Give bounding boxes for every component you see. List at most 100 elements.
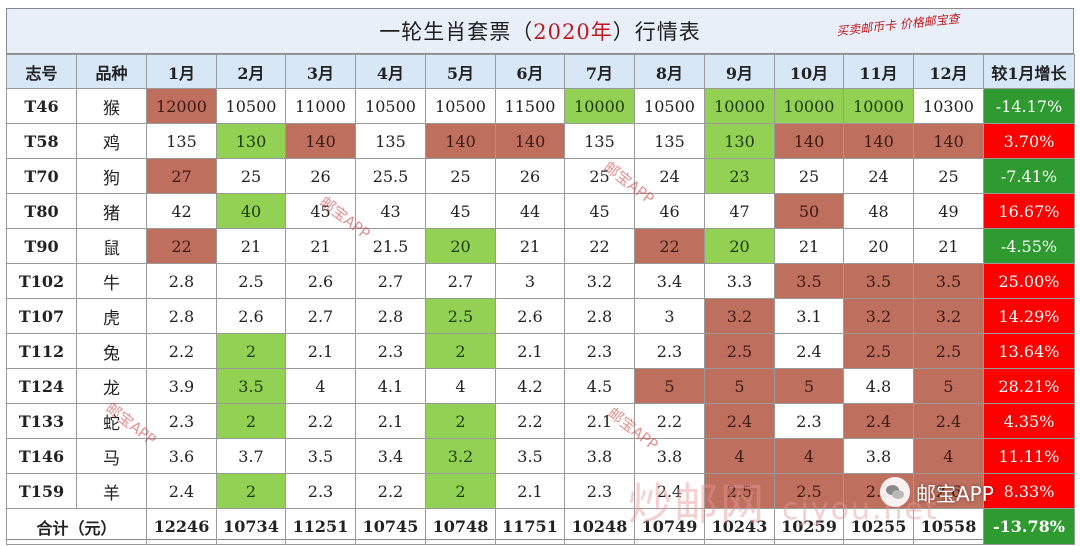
stamp-code: T146 [6,438,77,474]
change-cell: 25.00% [983,263,1075,299]
price-cell: 4.1 [355,368,426,404]
column-header: 2月 [216,54,286,89]
zodiac-animal: 猴 [76,88,147,124]
total-change-cell: -13.78% [983,508,1075,545]
price-cell: 3.6 [146,438,217,474]
price-cell: 2.4 [774,333,844,369]
price-cell: 3.2 [425,438,496,474]
change-cell: 16.67% [983,193,1075,229]
price-cell: 135 [564,123,635,159]
price-cell: 2.5 [913,333,984,369]
change-cell: 4.35% [983,403,1075,439]
price-cell: 5 [774,368,844,404]
price-cell: 2 [425,473,496,509]
zodiac-animal: 兔 [76,333,147,369]
table-row: T133 蛇 2.3 2 2.2 2.1 2 2.2 2.1 2.2 2.4 2.3 2.4 2.4 4.3… [6,403,1075,439]
price-cell: 130 [216,123,286,159]
price-cell: 40 [216,193,286,229]
price-cell: 3.8 [564,438,635,474]
price-cell: 10500 [216,88,286,124]
price-cell: 10500 [355,88,426,124]
price-cell: 140 [495,123,565,159]
zodiac-animal: 龙 [76,368,147,404]
price-cell: 45 [425,193,496,229]
column-header: 6月 [495,54,565,89]
price-cell: 2.1 [564,403,635,439]
column-header: 11月 [843,54,914,89]
column-header: 较1月增长 [983,54,1075,89]
price-cell: 5 [704,368,775,404]
price-cell: 3.8 [634,438,705,474]
price-cell: 3.2 [704,298,775,334]
price-cell: 2.8 [355,298,426,334]
column-header: 志号 [6,54,77,89]
change-cell: 3.70% [983,123,1075,159]
price-cell: 24 [634,158,705,194]
price-cell: 2.5 [843,333,914,369]
price-cell: 2.2 [634,403,705,439]
price-cell: 2 [425,403,496,439]
price-cell: 21.5 [355,228,426,264]
zodiac-animal: 鼠 [76,228,147,264]
price-cell: 22 [634,228,705,264]
price-cell: 130 [704,123,775,159]
price-cell: 2.4 [843,403,914,439]
price-cell: 10300 [913,88,984,124]
price-cell: 21 [216,228,286,264]
price-cell: 2.6 [216,298,286,334]
price-cell: 22 [146,228,217,264]
zodiac-animal: 蛇 [76,403,147,439]
price-cell: 2.7 [285,298,356,334]
zodiac-animal: 猪 [76,193,147,229]
price-cell: 25 [564,158,635,194]
price-cell: 5 [913,368,984,404]
price-cell: 3.8 [843,438,914,474]
price-cell: 3 [495,263,565,299]
price-cell: 46 [634,193,705,229]
price-cell: 140 [285,123,356,159]
price-cell: 4 [913,438,984,474]
price-cell: 43 [355,193,426,229]
stamp-code: T159 [6,473,77,509]
price-cell: 20 [843,228,914,264]
price-cell: 4 [774,438,844,474]
total-cell: 10748 [425,508,496,545]
price-cell: 2.7 [425,263,496,299]
table-row: T112 兔 2.2 2 2.1 2.3 2 2.1 2.3 2.3 2.5 2.4 2.5 2.5 13.… [6,333,1075,369]
stamp-code: T70 [6,158,77,194]
price-cell: 27 [146,158,217,194]
table-row: T70 狗 27 25 26 25.5 25 26 25 24 23 25 24 25 -7.41% [6,158,1075,194]
price-cell: 2.1 [355,403,426,439]
price-cell: 135 [355,123,426,159]
price-cell: 3.4 [355,438,426,474]
price-cell: 3.5 [913,263,984,299]
price-cell: 4.5 [564,368,635,404]
price-cell: 2.5 [774,473,844,509]
price-cell: 4.2 [495,368,565,404]
price-cell: 2.3 [564,473,635,509]
price-cell: 2.4 [913,403,984,439]
price-cell: 2.3 [285,473,356,509]
total-cell: 10259 [774,508,844,545]
price-cell: 3 [634,298,705,334]
table-row: T146 马 3.6 3.7 3.5 3.4 3.2 3.5 3.8 3.8 4 4 3.8 4 11.11… [6,438,1075,474]
column-header: 品种 [76,54,147,89]
price-cell: 45 [285,193,356,229]
price-cell: 140 [774,123,844,159]
change-cell: -7.41% [983,158,1075,194]
price-cell: 4.8 [843,368,914,404]
price-cell: 25 [216,158,286,194]
price-cell: 22 [564,228,635,264]
price-cell: 2 [216,473,286,509]
price-cell: 4 [425,368,496,404]
column-header: 4月 [355,54,426,89]
price-cell: 2.2 [146,333,217,369]
price-cell: 140 [913,123,984,159]
price-cell: 21 [285,228,356,264]
price-cell: 23 [704,158,775,194]
column-header: 7月 [564,54,635,89]
price-cell: 2.5 [704,473,775,509]
table-row: T90 鼠 22 21 21 21.5 20 21 22 22 20 21 20 21 -4.55% [6,228,1075,264]
price-cell: 3.2 [913,298,984,334]
price-cell: 12000 [146,88,217,124]
